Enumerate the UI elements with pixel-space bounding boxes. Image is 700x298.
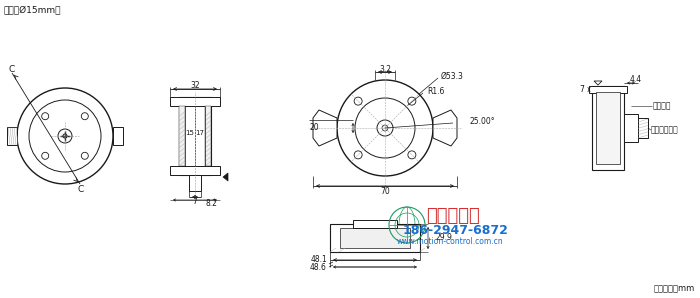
Text: 48.6: 48.6	[310, 263, 327, 271]
Polygon shape	[7, 127, 17, 145]
Bar	[638, 118, 648, 138]
Bar	[205, 106, 211, 166]
Text: （电缆插头）: （电缆插头）	[651, 125, 679, 134]
Text: 4.4: 4.4	[630, 75, 642, 85]
Bar	[330, 224, 420, 252]
Bar	[179, 106, 185, 166]
Polygon shape	[223, 173, 228, 181]
Bar	[353, 220, 397, 228]
Bar	[589, 86, 627, 93]
Bar	[340, 228, 410, 248]
Polygon shape	[594, 81, 602, 85]
Bar	[179, 97, 211, 175]
Text: C: C	[9, 64, 15, 74]
Text: 3.2: 3.2	[379, 64, 391, 74]
Bar	[170, 97, 220, 106]
Text: 186-2947-6872: 186-2947-6872	[402, 224, 508, 237]
Polygon shape	[313, 110, 337, 146]
Text: 20: 20	[309, 123, 319, 133]
Text: Ø53.3: Ø53.3	[441, 72, 464, 80]
Text: 17: 17	[195, 130, 204, 136]
Text: C: C	[78, 184, 84, 193]
Bar	[596, 92, 620, 164]
Polygon shape	[433, 110, 457, 146]
Text: 轴套（Ø15mm）: 轴套（Ø15mm）	[3, 5, 60, 14]
Text: （插座）: （插座）	[653, 102, 671, 111]
Text: 25.00°: 25.00°	[469, 117, 495, 125]
Text: 15: 15	[186, 130, 195, 136]
Text: 8.2: 8.2	[205, 198, 217, 207]
Bar	[189, 175, 201, 191]
Bar	[592, 86, 624, 170]
Text: 32: 32	[190, 81, 199, 90]
Text: 西安德伍拓: 西安德伍拓	[426, 207, 480, 225]
Text: 尺寸单位：mm: 尺寸单位：mm	[654, 284, 695, 293]
Text: 7: 7	[579, 86, 584, 94]
Text: 70: 70	[380, 187, 390, 195]
Text: R1.6: R1.6	[427, 86, 444, 95]
Text: 48.1: 48.1	[310, 255, 327, 265]
Text: 7: 7	[193, 198, 197, 207]
Text: 29.9: 29.9	[436, 234, 453, 243]
Polygon shape	[113, 127, 123, 145]
Text: www.motion-control.com.cn: www.motion-control.com.cn	[397, 238, 503, 246]
Bar	[624, 114, 638, 142]
Bar	[170, 166, 220, 175]
